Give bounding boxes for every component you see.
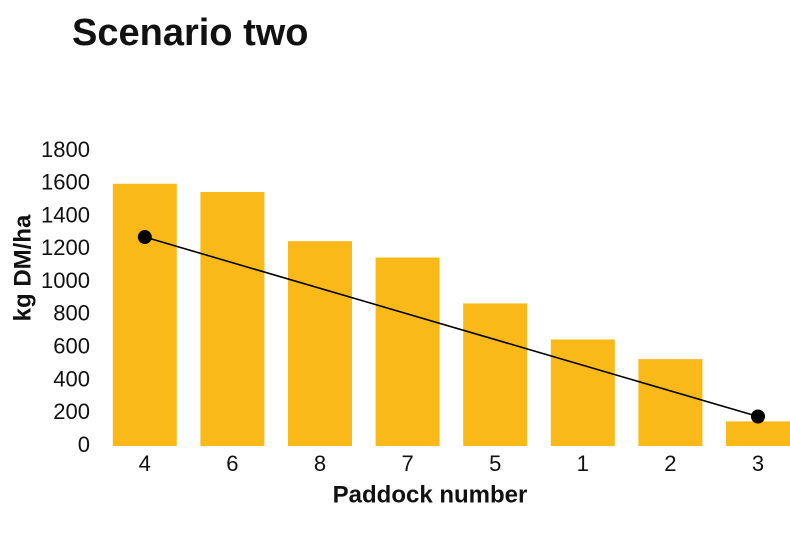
bar bbox=[726, 421, 790, 446]
y-axis-label: kg DM/ha bbox=[9, 214, 36, 321]
y-tick-label: 1200 bbox=[41, 235, 90, 260]
y-tick-label: 800 bbox=[53, 301, 90, 326]
x-tick-label: 3 bbox=[752, 451, 764, 476]
y-tick-label: 1000 bbox=[41, 268, 90, 293]
y-tick-label: 400 bbox=[53, 366, 90, 391]
bar bbox=[288, 241, 352, 446]
y-tick-label: 200 bbox=[53, 399, 90, 424]
x-axis-label: Paddock number bbox=[333, 481, 528, 508]
x-tick-label: 5 bbox=[489, 451, 501, 476]
bar bbox=[200, 191, 265, 446]
x-tick-label: 8 bbox=[314, 451, 326, 476]
bar bbox=[112, 183, 177, 446]
y-tick-label: 0 bbox=[78, 432, 90, 457]
y-tick-label: 1800 bbox=[41, 137, 90, 162]
x-tick-label: 7 bbox=[401, 451, 413, 476]
y-tick-label: 600 bbox=[53, 333, 90, 358]
x-tick-label: 4 bbox=[139, 451, 151, 476]
trend-line bbox=[144, 236, 759, 418]
x-tick-label: 1 bbox=[577, 451, 589, 476]
chart-title: Scenario two bbox=[72, 12, 309, 54]
bar bbox=[375, 257, 440, 446]
trend-point bbox=[751, 409, 765, 424]
x-tick-label: 2 bbox=[664, 451, 676, 476]
bar bbox=[638, 359, 703, 446]
y-tick-label: 1600 bbox=[41, 170, 90, 195]
x-tick-label: 6 bbox=[226, 451, 238, 476]
trend-point bbox=[137, 230, 152, 245]
bar bbox=[550, 339, 615, 446]
y-tick-label: 1400 bbox=[41, 202, 90, 227]
bar bbox=[463, 303, 528, 446]
